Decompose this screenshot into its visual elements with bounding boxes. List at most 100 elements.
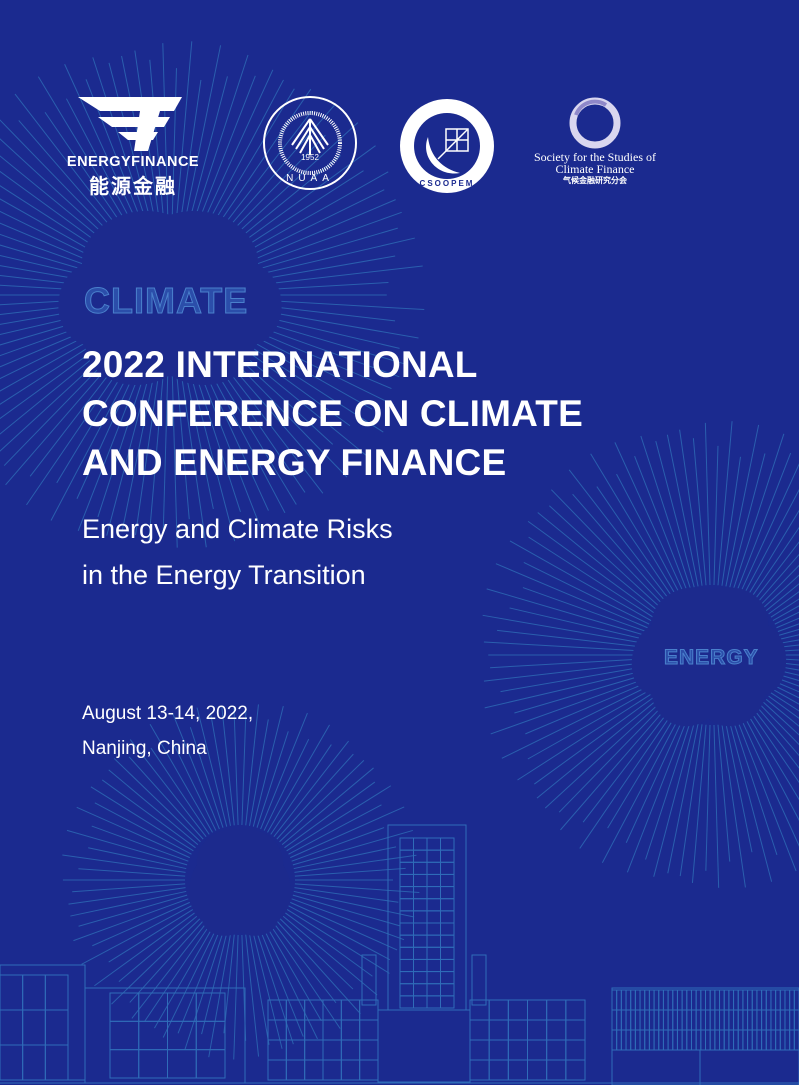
sunburst-ray	[188, 54, 249, 239]
building-outline	[747, 1029, 753, 1051]
sunburst-ray	[291, 827, 385, 862]
building-outline	[695, 1009, 702, 1031]
building-outline	[195, 1049, 226, 1079]
sunburst-ray	[779, 628, 799, 636]
sunburst-ray	[101, 779, 196, 849]
sunburst-ray	[747, 509, 799, 596]
csoopem-logo: CSOOPEM	[398, 97, 496, 195]
building-outline	[285, 1059, 306, 1081]
energyfinance-logo: ENERGYFINANCE 能源金融	[50, 95, 216, 199]
sunburst-ray	[171, 354, 178, 548]
sscf-chinese: 气候金融研究分会	[563, 176, 627, 185]
sunburst-ray	[68, 887, 186, 905]
building-outline	[426, 861, 441, 875]
building-outline	[426, 873, 441, 888]
building-outline	[304, 999, 324, 1021]
sunburst-ray	[256, 731, 289, 828]
building-outline	[761, 1029, 767, 1051]
sunburst-ray	[267, 724, 330, 833]
building-outline	[789, 989, 795, 1011]
sunburst-ray	[162, 354, 169, 530]
building-outline	[340, 1019, 361, 1041]
sunburst-ray	[517, 692, 654, 781]
building-outline	[719, 1009, 725, 1031]
sunburst-ray	[249, 934, 270, 1045]
building-outline	[784, 1009, 791, 1031]
sunburst-ray	[501, 685, 650, 759]
building-outline	[138, 1020, 168, 1051]
building-outline	[676, 1029, 683, 1051]
building-outline	[779, 1029, 786, 1051]
sunburst-ray	[108, 769, 199, 846]
nuaa-seal-icon	[263, 96, 357, 190]
csoopem-seal-icon	[400, 99, 494, 193]
sunburst-ray	[291, 898, 405, 941]
building-outline	[611, 1029, 618, 1051]
sunburst-ray	[679, 724, 703, 877]
building-outline	[765, 989, 772, 1011]
building-outline	[625, 1009, 632, 1031]
sunburst-ray	[655, 440, 695, 588]
sunburst-ray	[284, 781, 376, 849]
sunburst-ray	[625, 718, 684, 843]
building-outline	[440, 983, 455, 997]
sunburst-ray	[596, 486, 673, 598]
sunburst-ray	[135, 354, 162, 535]
sunburst-ray	[495, 563, 648, 629]
sunburst-ray	[527, 688, 652, 760]
sunburst-ray	[729, 722, 773, 882]
building-outline	[625, 989, 632, 1011]
building-outline	[611, 1009, 618, 1031]
building-outline	[690, 1029, 697, 1051]
building-outline	[399, 898, 414, 912]
sunburst-ray	[770, 692, 799, 712]
sunburst-ray	[270, 925, 341, 1029]
sunburst-ray	[760, 564, 799, 606]
building-outline	[648, 1029, 655, 1051]
sunburst-ray	[294, 887, 399, 903]
sunburst-ray	[757, 553, 799, 603]
conference-title: 2022 INTERNATIONAL CONFERENCE ON CLIMATE…	[82, 340, 583, 487]
building-outline	[426, 922, 441, 936]
sunburst-ray	[514, 674, 645, 714]
building-outline	[340, 1059, 361, 1081]
sunburst-ray	[118, 914, 199, 983]
sunburst-ray	[763, 574, 799, 609]
sunburst-ray	[270, 744, 332, 835]
building-outline	[770, 989, 777, 1011]
sunburst-ray	[760, 704, 799, 746]
building-outline	[779, 1009, 786, 1031]
building-outline	[507, 1019, 529, 1041]
sunburst-ray	[544, 701, 661, 809]
building-outline	[648, 1009, 655, 1031]
building-outline	[644, 1029, 650, 1051]
sunburst-ray	[162, 43, 169, 236]
sunburst-ray	[484, 670, 644, 709]
sunburst-ray	[148, 354, 166, 543]
building-outline	[22, 1044, 46, 1081]
sunburst-ray	[81, 905, 192, 965]
building-outline	[361, 954, 377, 1006]
building-outline	[742, 989, 749, 1011]
building-outline	[681, 989, 688, 1011]
building-outline	[527, 999, 548, 1021]
building-outline	[658, 1009, 664, 1031]
sunburst-ray	[208, 934, 231, 1058]
sunburst-ray	[667, 723, 699, 874]
building-outline	[676, 1009, 683, 1031]
building-outline	[723, 1029, 730, 1051]
sunburst-ray	[774, 611, 799, 625]
building-outline	[469, 1039, 490, 1061]
sunburst-ray	[286, 908, 390, 974]
event-details: August 13-14, 2022, Nanjing, China	[82, 696, 253, 766]
building-outline	[705, 989, 711, 1011]
sunburst-ray	[128, 756, 204, 840]
sunburst-ray	[276, 920, 361, 1015]
event-location: Nanjing, China	[82, 738, 207, 759]
building-outline	[267, 1059, 287, 1081]
building-outline	[751, 1009, 758, 1031]
building-outline	[546, 1019, 567, 1041]
sunburst-ray	[245, 704, 259, 826]
building-outline	[699, 1049, 799, 1085]
building-outline	[751, 989, 758, 1011]
